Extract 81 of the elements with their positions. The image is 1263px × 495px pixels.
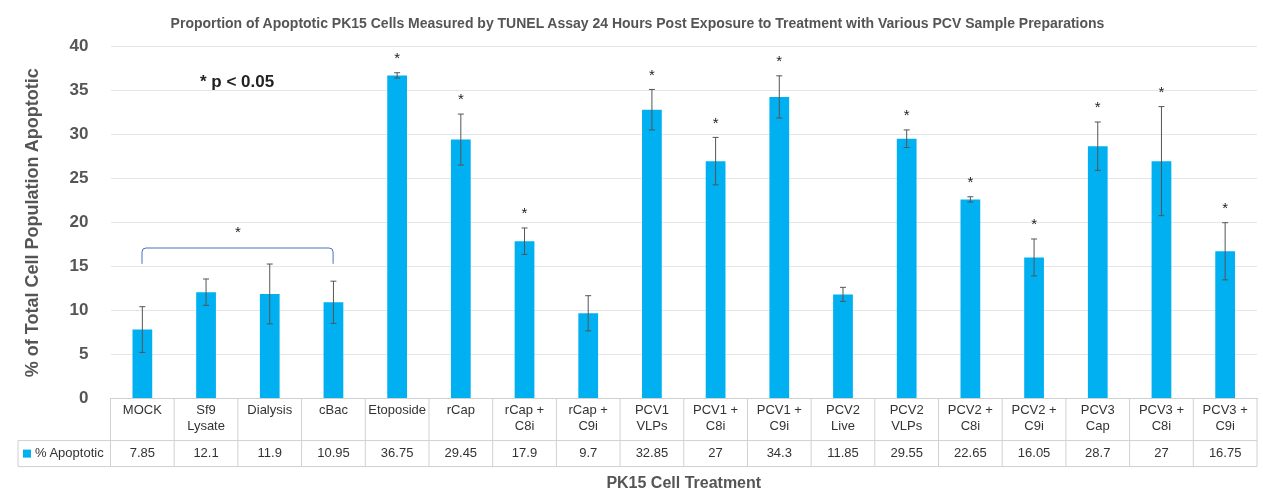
annotation: * bbox=[457, 90, 464, 108]
data-label: 11.85 bbox=[827, 445, 859, 461]
data-label: 36.75 bbox=[380, 445, 414, 461]
y-tick-label: 35 bbox=[69, 80, 89, 100]
bar bbox=[450, 139, 471, 399]
x-tick-label: PCV3 + C9i bbox=[1202, 401, 1248, 433]
bar bbox=[1151, 161, 1172, 399]
bar bbox=[1215, 251, 1236, 399]
annotation: * bbox=[1094, 98, 1101, 116]
data-label: 16.75 bbox=[1208, 445, 1242, 461]
annotation: * p < 0.05 bbox=[200, 71, 275, 91]
bar bbox=[514, 241, 535, 399]
x-tick-label: PCV2 + C8i bbox=[947, 401, 993, 433]
annotation: * bbox=[1031, 215, 1038, 233]
bar bbox=[578, 313, 599, 399]
data-label: 27 bbox=[1154, 445, 1169, 461]
x-tick-label: Dialysis bbox=[247, 401, 293, 417]
x-tick-label: PCV1 VLPs bbox=[634, 401, 669, 433]
bar bbox=[132, 329, 153, 399]
x-tick-label: MOCK bbox=[122, 401, 163, 417]
bar bbox=[1087, 146, 1108, 399]
annotation: * bbox=[521, 204, 528, 222]
x-tick-label: PCV3 Cap bbox=[1080, 401, 1115, 433]
annotation: * bbox=[712, 113, 719, 131]
legend-label: % Apoptotic bbox=[35, 445, 105, 461]
bar bbox=[833, 294, 853, 399]
data-label: 29.45 bbox=[444, 445, 478, 461]
x-tick-label: PCV2 Live bbox=[826, 401, 860, 433]
annotation: * bbox=[394, 48, 401, 66]
data-label: 9.7 bbox=[579, 445, 598, 461]
y-tick-label: 5 bbox=[79, 344, 89, 364]
x-tick-label: rCap + C9i bbox=[568, 401, 608, 433]
data-label: 34.3 bbox=[766, 445, 792, 461]
data-label: 11.9 bbox=[257, 445, 282, 461]
annotation: * bbox=[1158, 82, 1165, 100]
annotation: * bbox=[776, 51, 783, 69]
data-label: 16.05 bbox=[1017, 445, 1051, 461]
bar bbox=[196, 292, 216, 399]
bar bbox=[705, 161, 726, 399]
bar bbox=[642, 109, 662, 399]
annotation: * bbox=[648, 65, 655, 83]
x-tick-label: Etoposide bbox=[368, 401, 427, 417]
y-tick-label: 0 bbox=[79, 388, 89, 408]
chart-title: Proportion of Apoptotic PK15 Cells Measured by TUNEL Assay 24 Hours Post Exposure to Treatment with Various PCV Sample Preparations bbox=[170, 15, 1105, 32]
annotation: * bbox=[1222, 198, 1229, 216]
data-label: 22.65 bbox=[954, 445, 987, 461]
bar bbox=[769, 96, 790, 399]
bar bbox=[387, 75, 407, 399]
bar bbox=[896, 138, 917, 399]
data-label: 12.1 bbox=[193, 445, 219, 461]
annotation: * bbox=[234, 222, 241, 240]
y-tick-label: 30 bbox=[69, 124, 89, 144]
x-axis-title: PK15 Cell Treatment bbox=[606, 473, 762, 491]
data-label: 10.95 bbox=[317, 445, 350, 461]
annotation: * bbox=[903, 106, 910, 124]
x-tick-label: cBac bbox=[318, 401, 349, 417]
x-tick-label: rCap + C8i bbox=[504, 401, 545, 433]
bar bbox=[960, 199, 981, 399]
bar bbox=[323, 302, 344, 399]
y-axis-title: % of Total Cell Population Apoptotic bbox=[21, 68, 42, 378]
annotation: * bbox=[967, 172, 974, 190]
data-label: 17.9 bbox=[511, 445, 538, 461]
y-tick-label: 25 bbox=[69, 168, 89, 188]
x-tick-label: PCV1 + C8i bbox=[693, 401, 739, 433]
data-label: 28.7 bbox=[1085, 445, 1111, 461]
x-tick-label: PCV1 + C9i bbox=[756, 401, 802, 433]
y-tick-label: 10 bbox=[69, 300, 89, 320]
x-tick-label: PCV2 VLPs bbox=[889, 401, 924, 433]
bar bbox=[1024, 257, 1044, 399]
data-label: 27 bbox=[708, 445, 723, 461]
data-label: 7.85 bbox=[129, 445, 156, 461]
data-label: 29.55 bbox=[890, 445, 923, 461]
bar bbox=[259, 293, 280, 399]
data-label: 32.85 bbox=[635, 445, 669, 461]
y-tick-label: 20 bbox=[69, 212, 89, 232]
x-tick-label: rCap bbox=[446, 401, 475, 417]
x-tick-label: Sf9 Lysate bbox=[187, 401, 225, 433]
x-tick-label: PCV2 + C9i bbox=[1011, 401, 1057, 433]
x-tick-label: PCV3 + C8i bbox=[1138, 401, 1185, 433]
y-tick-label: 40 bbox=[69, 36, 89, 56]
y-tick-label: 15 bbox=[69, 256, 89, 276]
